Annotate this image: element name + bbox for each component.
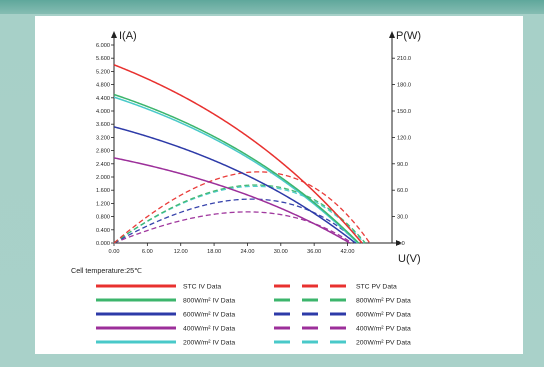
x-tick-label: 30.00 xyxy=(274,249,288,255)
legend-pv-label-0: STC PV Data xyxy=(356,284,397,291)
right-tick-label: 60.0 xyxy=(397,188,408,194)
right-tick-label: 0.0 xyxy=(397,241,405,247)
iv-curve-3 xyxy=(113,157,351,244)
x-axis-title: U(V) xyxy=(398,253,421,265)
legend-pv-label-2: 600W/m² PV Data xyxy=(356,312,411,319)
chart-card xyxy=(35,16,523,354)
iv-curve-0 xyxy=(113,64,363,244)
left-tick-label: 6.000 xyxy=(96,43,110,49)
x-tick-label: 0.00 xyxy=(109,249,120,255)
x-tick-label: 6.00 xyxy=(142,249,153,255)
right-axis-arrow xyxy=(389,31,395,38)
cell-temperature-note: Cell temperature:25℃ xyxy=(71,266,142,275)
legend-pv-label-4: 200W/m² PV Data xyxy=(356,340,411,347)
right-tick-label: 120.0 xyxy=(397,135,411,141)
pv-curve-1 xyxy=(113,184,366,244)
legend-iv-label-1: 800W/m² IV Data xyxy=(183,298,235,305)
left-axis-title: I(A) xyxy=(119,30,137,42)
iv-curve-2 xyxy=(113,126,356,244)
right-tick-label: 30.0 xyxy=(397,215,408,221)
legend-iv-label-2: 600W/m² IV Data xyxy=(183,312,235,319)
top-banner xyxy=(0,0,544,14)
left-tick-label: 0.000 xyxy=(96,241,110,247)
left-tick-label: 4.400 xyxy=(96,96,110,102)
left-tick-label: 0.400 xyxy=(96,228,110,234)
left-tick-label: 3.200 xyxy=(96,135,110,141)
legend-iv-label-0: STC IV Data xyxy=(183,284,221,291)
left-tick-label: 5.600 xyxy=(96,56,110,62)
left-tick-label: 4.800 xyxy=(96,83,110,89)
left-tick-label: 2.800 xyxy=(96,149,110,155)
legend-pv-label-3: 400W/m² PV Data xyxy=(356,326,411,333)
right-tick-label: 90.0 xyxy=(397,162,408,168)
right-axis-title: P(W) xyxy=(396,30,421,42)
left-axis-arrow xyxy=(111,31,117,38)
iv-curve-1 xyxy=(113,93,360,244)
legend-iv-label-3: 400W/m² IV Data xyxy=(183,326,235,333)
right-tick-label: 210.0 xyxy=(397,56,411,62)
x-tick-label: 18.00 xyxy=(207,249,221,255)
right-tick-label: 180.0 xyxy=(397,83,411,89)
x-axis-arrow xyxy=(396,240,402,246)
legend-iv-label-4: 200W/m² IV Data xyxy=(183,340,235,347)
x-tick-label: 36.00 xyxy=(307,249,321,255)
left-tick-label: 1.600 xyxy=(96,188,110,194)
iv-curve-4 xyxy=(113,96,359,244)
left-tick-label: 3.600 xyxy=(96,122,110,128)
pv-curve-3 xyxy=(113,211,353,244)
legend-pv-label-1: 800W/m² PV Data xyxy=(356,298,411,305)
right-tick-label: 150.0 xyxy=(397,109,411,115)
left-tick-label: 2.400 xyxy=(96,162,110,168)
x-tick-label: 12.00 xyxy=(174,249,188,255)
x-tick-label: 24.00 xyxy=(240,249,254,255)
x-tick-label: 42.00 xyxy=(341,249,355,255)
left-tick-label: 1.200 xyxy=(96,201,110,207)
left-tick-label: 5.200 xyxy=(96,69,110,75)
left-tick-label: 0.800 xyxy=(96,215,110,221)
left-tick-label: 2.000 xyxy=(96,175,110,181)
left-tick-label: 4.000 xyxy=(96,109,110,115)
pv-curve-2 xyxy=(113,198,360,244)
